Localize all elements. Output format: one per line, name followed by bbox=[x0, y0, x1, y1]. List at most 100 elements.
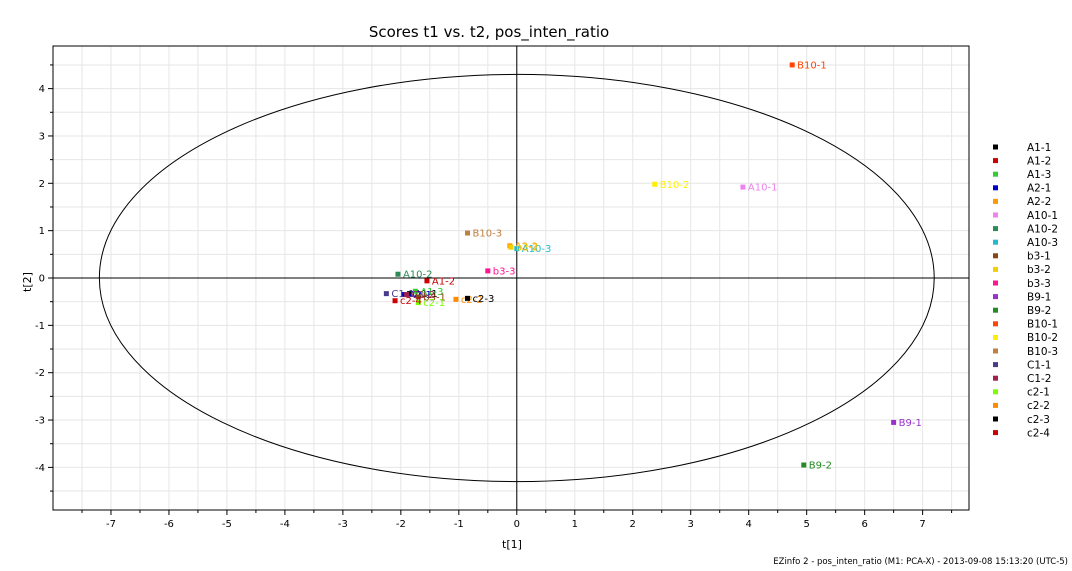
y-tick-label: -2 bbox=[35, 368, 45, 379]
point-label: b3-3 bbox=[493, 266, 516, 277]
point-marker[interactable] bbox=[891, 419, 897, 425]
point-a10-2[interactable]: A10-2 bbox=[395, 270, 432, 281]
point-a1-1[interactable]: A1-1 bbox=[407, 289, 438, 300]
point-marker[interactable] bbox=[485, 268, 491, 274]
point-marker[interactable] bbox=[465, 230, 471, 236]
point-marker[interactable] bbox=[789, 62, 795, 68]
point-marker[interactable] bbox=[415, 294, 421, 300]
point-a10-1[interactable]: A10-1 bbox=[740, 183, 777, 194]
point-c1-1[interactable]: C1-1 bbox=[383, 289, 415, 300]
point-marker[interactable] bbox=[395, 271, 401, 277]
point-b3-2[interactable]: b3-2 bbox=[508, 243, 539, 254]
point-label: c2-3 bbox=[473, 294, 495, 305]
point-marker[interactable] bbox=[383, 291, 389, 297]
point-label: A10-2 bbox=[403, 270, 433, 281]
point-label: c2-2 bbox=[461, 295, 483, 306]
point-label: A1-2 bbox=[432, 276, 455, 287]
x-tick-label: 7 bbox=[919, 519, 925, 530]
x-tick-label: -5 bbox=[222, 519, 232, 530]
tick-labels: -7 -6 -5 -4 -3 -2 -1 0 1 2 3 4 5 6 7 -4 -3 -2 -1 0 1 2 3 4 bbox=[35, 84, 926, 530]
point-marker[interactable] bbox=[424, 278, 430, 284]
point-marker[interactable] bbox=[401, 292, 407, 298]
x-tick-label: -3 bbox=[338, 519, 348, 530]
point-c2-1[interactable]: c2-1 bbox=[415, 298, 445, 309]
point-marker[interactable] bbox=[740, 184, 746, 190]
point-label: A2-2 bbox=[515, 241, 538, 252]
axes bbox=[48, 46, 969, 515]
point-b9-2[interactable]: B9-2 bbox=[801, 461, 832, 472]
point-b10-2[interactable]: B10-2 bbox=[652, 180, 689, 191]
point-marker[interactable] bbox=[412, 288, 418, 294]
legend-label: c2-1 bbox=[1027, 387, 1050, 399]
point-label: B9-2 bbox=[809, 461, 832, 472]
legend-label: A1-1 bbox=[1027, 142, 1051, 154]
x-tick-label: 4 bbox=[746, 519, 752, 530]
legend-label: c2-2 bbox=[1027, 400, 1050, 412]
point-a1-2[interactable]: A1-2 bbox=[424, 276, 455, 287]
legend-swatch bbox=[993, 402, 998, 408]
point-b3-1[interactable]: b3-1 bbox=[415, 292, 446, 303]
point-marker[interactable] bbox=[508, 244, 514, 250]
point-marker[interactable] bbox=[801, 462, 807, 468]
point-c2-4[interactable]: c2-4 bbox=[392, 296, 422, 307]
x-tick-label: 2 bbox=[630, 519, 636, 530]
legend-swatch bbox=[993, 321, 998, 327]
legend-swatch bbox=[993, 430, 998, 436]
legend-swatch bbox=[993, 253, 998, 259]
legend-label: A2-1 bbox=[1027, 183, 1051, 195]
legend-label: B10-2 bbox=[1027, 332, 1058, 344]
point-marker[interactable] bbox=[652, 181, 658, 187]
point-marker[interactable] bbox=[407, 291, 413, 297]
point-a1-3[interactable]: A1-3 bbox=[412, 287, 444, 298]
x-axis-label: t[1] bbox=[502, 538, 522, 551]
x-tick-label: 1 bbox=[572, 519, 578, 530]
legend-label: B10-3 bbox=[1027, 346, 1058, 358]
x-tick-label: 0 bbox=[514, 519, 520, 530]
legend-swatch bbox=[993, 416, 998, 422]
point-c2-3[interactable]: c2-3 bbox=[465, 294, 494, 305]
x-tick-label: -4 bbox=[280, 519, 290, 530]
point-marker[interactable] bbox=[465, 295, 471, 301]
point-label: B10-2 bbox=[660, 180, 690, 191]
point-marker[interactable] bbox=[415, 300, 421, 306]
legend-swatch bbox=[993, 185, 998, 191]
point-a10-3[interactable]: A10-3 bbox=[514, 244, 551, 255]
point-marker[interactable] bbox=[453, 296, 459, 302]
legend-item-c1-2: C1-2 bbox=[993, 373, 1051, 385]
point-c2-2[interactable]: c2-2 bbox=[453, 295, 483, 306]
legend-label: A10-3 bbox=[1027, 237, 1058, 249]
y-tick-label: 4 bbox=[39, 84, 45, 95]
legend-swatch bbox=[993, 171, 998, 177]
point-b3-3[interactable]: b3-3 bbox=[485, 266, 515, 277]
x-tick-label: 6 bbox=[861, 519, 867, 530]
point-marker[interactable] bbox=[404, 292, 410, 298]
point-label: A10-1 bbox=[748, 183, 778, 194]
y-axis-label: t[2] bbox=[21, 272, 34, 292]
chart-title: Scores t1 vs. t2, pos_inten_ratio bbox=[369, 23, 609, 42]
point-marker[interactable] bbox=[514, 246, 520, 252]
y-tick-label: -4 bbox=[35, 463, 45, 474]
point-marker[interactable] bbox=[392, 298, 398, 304]
point-label: C1-2 bbox=[412, 290, 435, 301]
legend-item-b3-3: b3-3 bbox=[993, 278, 1051, 290]
point-label: b3-2 bbox=[516, 243, 539, 254]
legend-swatch bbox=[993, 362, 998, 368]
y-tick-label: 0 bbox=[39, 274, 45, 285]
footer-note: EZinfo 2 - pos_inten_ratio (M1: PCA-X) -… bbox=[773, 557, 1068, 567]
point-b9-1[interactable]: B9-1 bbox=[891, 418, 922, 429]
legend-label: c2-3 bbox=[1027, 414, 1050, 426]
legend-item-c2-3: c2-3 bbox=[993, 414, 1050, 426]
legend-swatch bbox=[993, 239, 998, 245]
point-c1-2[interactable]: C1-2 bbox=[404, 290, 435, 301]
legend-label: C1-1 bbox=[1027, 359, 1051, 371]
legend-item-b10-1: B10-1 bbox=[993, 319, 1058, 331]
point-b10-1[interactable]: B10-1 bbox=[789, 60, 827, 71]
legend-swatch bbox=[993, 294, 998, 300]
point-label: B10-3 bbox=[473, 229, 503, 240]
legend-item-a1-2: A1-2 bbox=[993, 155, 1051, 167]
legend-swatch bbox=[993, 389, 998, 395]
legend-item-a10-1: A10-1 bbox=[993, 210, 1058, 222]
point-b10-3[interactable]: B10-3 bbox=[465, 229, 502, 240]
x-tick-label: -6 bbox=[164, 519, 174, 530]
